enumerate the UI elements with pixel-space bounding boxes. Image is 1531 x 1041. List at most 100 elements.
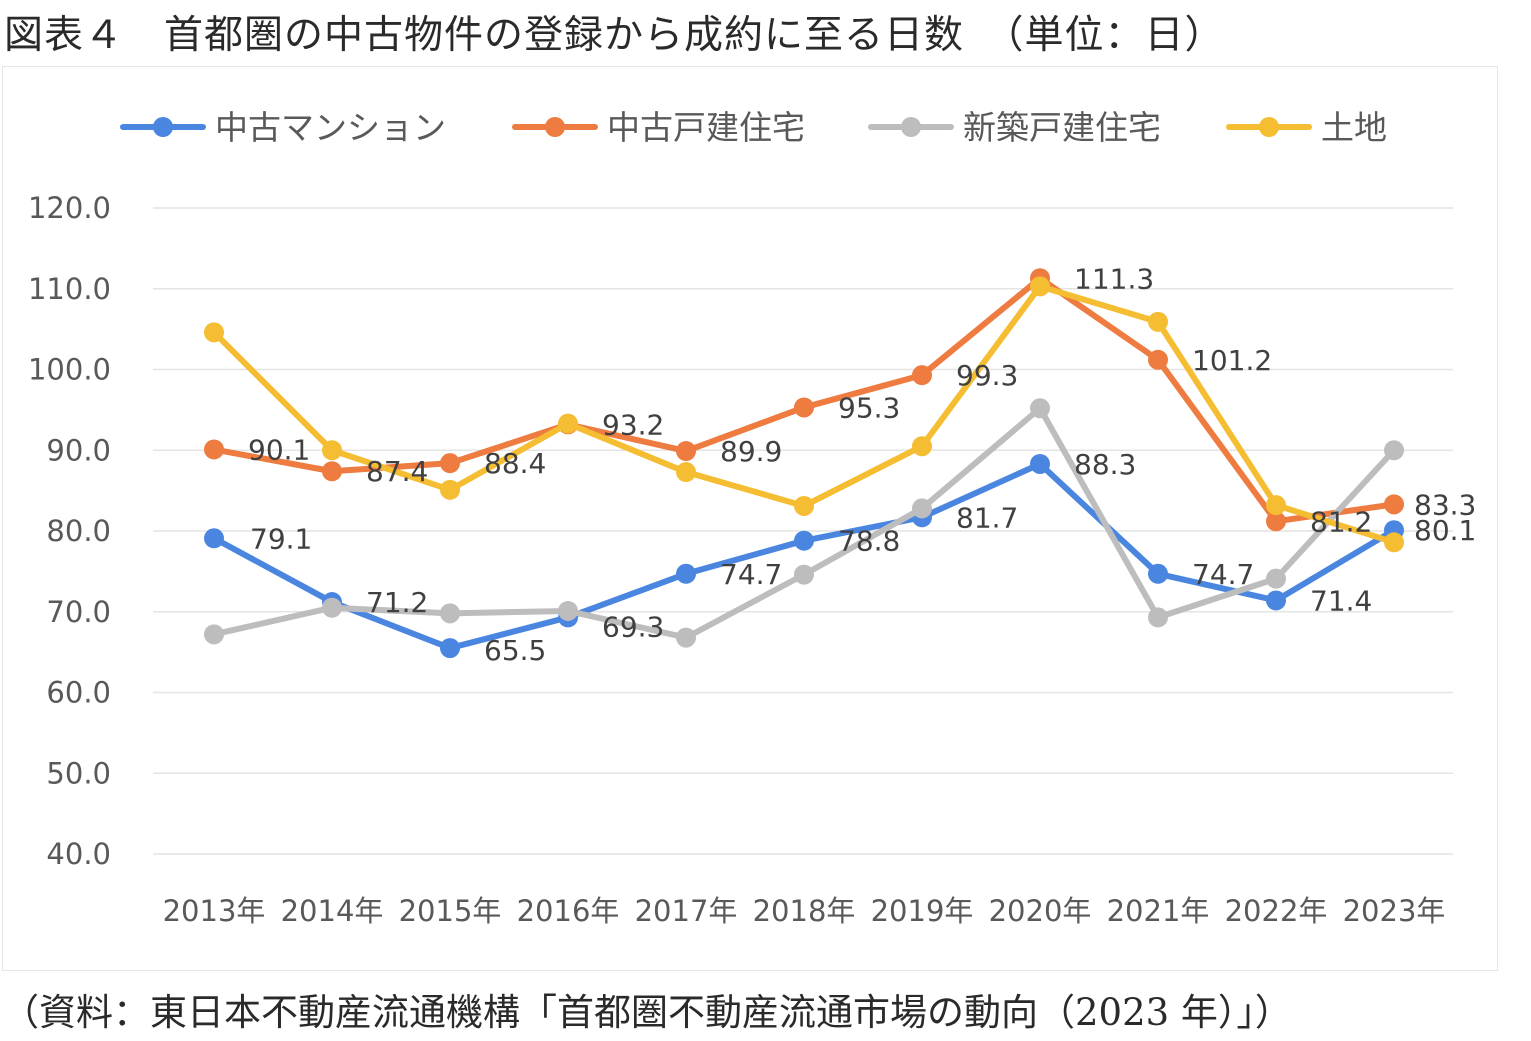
data-label: 74.7 [1192,558,1254,591]
series-point [794,564,814,585]
data-label: 74.7 [720,558,782,591]
data-label-layer: 79.1 71.2 65.5 69.3 74.7 78.8 81.7 88.3 74.7 71.4… [248,262,1476,667]
legend-label: 新築戸建住宅 [963,108,1161,147]
series-point [204,528,224,549]
data-label: 71.4 [1310,584,1372,617]
series-point [1148,311,1168,332]
series-point [1030,276,1050,297]
series-point [1030,453,1050,474]
y-tick-label: 40.0 [46,837,111,871]
data-label: 69.3 [602,610,664,643]
data-label: 65.5 [484,634,546,667]
series-point [204,624,224,645]
source-note: （資料：東日本不動産流通機構「首都圏不動産流通市場の動向（2023 年）」） [2,991,1292,1034]
series-point [440,479,460,500]
data-label: 83.3 [1414,488,1476,521]
series-point [794,495,814,516]
series-point [1266,511,1286,532]
series-point [1148,563,1168,584]
data-label: 80.1 [1414,514,1476,547]
series-point [1148,607,1168,628]
series-point [1266,590,1286,611]
series-point [204,322,224,343]
legend-label: 土地 [1321,108,1387,147]
series-point [440,453,460,474]
legend-label: 中古マンション [215,108,446,147]
series-2 [204,398,1404,648]
series-point [1030,398,1050,419]
data-label: 99.3 [956,359,1018,392]
x-tick-label: 2018年 [753,894,856,928]
x-tick-label: 2014年 [281,894,384,928]
data-label: 71.2 [366,586,428,619]
series-1 [204,268,1404,532]
x-tick-label: 2016年 [517,894,620,928]
series-point [1148,349,1168,370]
y-tick-label: 70.0 [46,595,111,629]
legend-marker [153,117,173,137]
data-label: 88.4 [484,447,546,480]
series-point [676,441,696,462]
data-label: 95.3 [838,391,900,424]
legend-item: 中古マンション [120,108,446,147]
series-point [440,603,460,624]
line-chart: 40.050.060.070.080.090.0100.0110.0120.0 … [28,108,1476,928]
series-point [204,439,224,460]
series-point [676,563,696,584]
series-point [1266,568,1286,589]
figure-title: 図表４ 首都圏の中古物件の登録から成約に至る日数 （単位：日） [4,13,1225,58]
series-point [1384,494,1404,515]
data-label: 81.7 [956,501,1018,534]
legend-item: 中古戸建住宅 [512,108,805,147]
series-point [912,436,932,457]
x-tick-label: 2023年 [1343,894,1446,928]
series-point [676,462,696,483]
x-tick-label: 2017年 [635,894,738,928]
series-point [912,498,932,519]
x-tick-label: 2015年 [399,894,502,928]
data-label: 101.2 [1192,344,1272,377]
data-label: 81.2 [1310,505,1372,538]
x-tick-label: 2019年 [871,894,974,928]
x-axis-ticks: 2013年 2014年 2015年 2016年 2017年 2018年 2019年 2020年… [163,894,1446,928]
series-3 [204,276,1404,553]
legend-marker [545,117,565,137]
series-line [211,460,1397,652]
legend-item: 新築戸建住宅 [868,108,1161,147]
series-point [558,413,578,434]
series-point [440,638,460,659]
series-point [1266,495,1286,516]
data-label: 90.1 [248,433,310,466]
series-point [912,365,932,386]
series-point [794,397,814,418]
legend-item: 土地 [1226,108,1387,147]
y-tick-label: 50.0 [46,756,111,790]
data-label: 111.3 [1074,262,1154,295]
series-layer [204,268,1404,659]
y-tick-label: 110.0 [28,272,111,306]
chart-frame: 40.0 50.0 60.0 70.0 80.0 90.0 100.0 110.0 120.0 … [2,66,1498,971]
y-axis-ticks: 40.0 50.0 60.0 70.0 80.0 90.0 100.0 110.0 120.0 [28,191,111,871]
x-tick-label: 2022年 [1225,894,1328,928]
data-label: 93.2 [602,408,664,441]
y-tick-label: 80.0 [46,514,111,548]
series-point [558,600,578,621]
data-label: 89.9 [720,435,782,468]
series-point [322,597,342,618]
y-tick-label: 120.0 [28,191,111,225]
legend-marker [1259,117,1279,137]
data-label: 79.1 [250,522,312,555]
data-label: 88.3 [1074,448,1136,481]
legend-label: 中古戸建住宅 [607,108,805,147]
y-tick-label: 100.0 [28,353,111,387]
y-tick-label: 90.0 [46,433,111,467]
legend: 中古マンション 中古戸建住宅 新築戸建住宅 土地 [120,108,1387,147]
x-tick-label: 2021年 [1107,894,1210,928]
x-tick-label: 2020年 [989,894,1092,928]
data-label: 87.4 [366,455,428,488]
series-point [322,461,342,482]
series-point [322,440,342,461]
x-tick-label: 2013年 [163,894,266,928]
legend-marker [901,117,921,137]
y-tick-label: 60.0 [46,676,111,710]
